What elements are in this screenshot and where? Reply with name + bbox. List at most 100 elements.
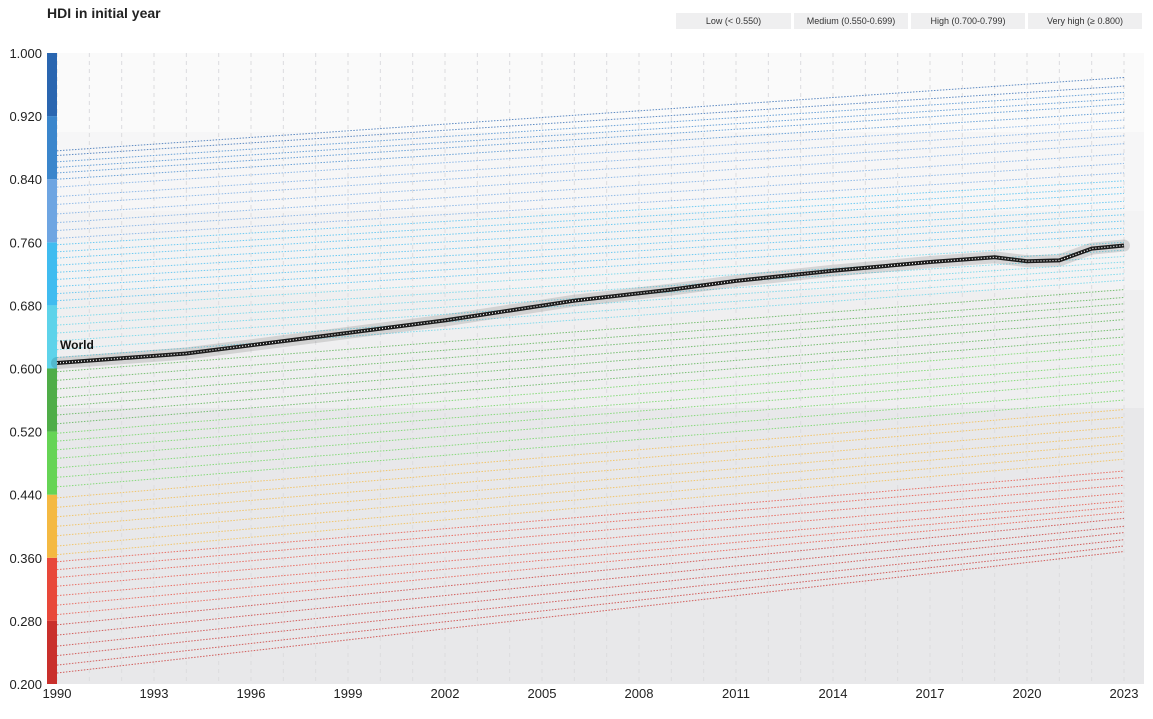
series-line bbox=[56, 241, 1125, 310]
x-tick-label: 2002 bbox=[431, 686, 460, 701]
legend: Low (< 0.550) Medium (0.550-0.699) High … bbox=[676, 13, 1142, 29]
series-line bbox=[56, 200, 1125, 266]
x-tick-label: 2011 bbox=[722, 686, 750, 701]
y-tick-label: 0.680 bbox=[9, 298, 42, 313]
legend-low[interactable]: Low (< 0.550) bbox=[676, 13, 791, 29]
series-line bbox=[56, 103, 1125, 174]
legend-very-high[interactable]: Very high (≥ 0.800) bbox=[1028, 13, 1142, 29]
x-tick-label: 1993 bbox=[140, 686, 169, 701]
background-band bbox=[57, 53, 1144, 132]
x-tick-label: 2020 bbox=[1013, 686, 1042, 701]
series-line bbox=[56, 545, 1125, 666]
series-line bbox=[56, 172, 1125, 239]
color-scale-segment bbox=[47, 620, 57, 684]
series-line bbox=[56, 353, 1125, 442]
series-line bbox=[56, 77, 1125, 152]
y-tick-label: 0.360 bbox=[9, 551, 42, 566]
series-line bbox=[56, 363, 1125, 451]
series-line bbox=[56, 267, 1125, 342]
world-label: World bbox=[60, 338, 94, 352]
color-scale-segment bbox=[47, 494, 57, 558]
series-line bbox=[56, 303, 1125, 390]
x-tick-label: 2023 bbox=[1110, 686, 1139, 701]
color-scale-segment bbox=[47, 53, 57, 117]
legend-high[interactable]: High (0.700-0.799) bbox=[911, 13, 1025, 29]
series-line bbox=[56, 273, 1125, 351]
y-tick-label: 0.920 bbox=[9, 109, 42, 124]
series-line bbox=[56, 192, 1125, 259]
background-band bbox=[57, 210, 1144, 290]
color-scale-segment bbox=[47, 242, 57, 306]
x-tick-label: 2005 bbox=[528, 686, 557, 701]
series-line bbox=[56, 435, 1125, 527]
series-line bbox=[56, 214, 1125, 280]
series-line bbox=[56, 532, 1125, 647]
y-tick-label: 0.280 bbox=[9, 614, 42, 629]
series-line bbox=[56, 143, 1125, 215]
series-line bbox=[56, 409, 1125, 499]
color-scale-segment bbox=[47, 116, 57, 180]
series-line bbox=[56, 399, 1125, 488]
series-line bbox=[56, 233, 1125, 302]
x-tick-label: 2008 bbox=[625, 686, 654, 701]
y-tick-label: 0.440 bbox=[9, 488, 42, 503]
color-scale-segment bbox=[47, 179, 57, 243]
x-tick-label: 1990 bbox=[43, 686, 72, 701]
series-line bbox=[56, 135, 1125, 205]
series-line bbox=[56, 186, 1125, 253]
background-band bbox=[57, 407, 1144, 684]
y-tick-label: 0.760 bbox=[9, 235, 42, 250]
series-line bbox=[56, 111, 1125, 180]
series-line bbox=[56, 470, 1125, 563]
series-line bbox=[56, 311, 1125, 399]
legend-medium[interactable]: Medium (0.550-0.699) bbox=[794, 13, 908, 29]
series-line bbox=[56, 279, 1125, 358]
series-line bbox=[56, 180, 1125, 246]
series-line bbox=[56, 416, 1125, 508]
world-line-dots bbox=[56, 244, 1125, 364]
series-line bbox=[56, 220, 1125, 287]
y-tick-label: 0.520 bbox=[9, 425, 42, 440]
series-line bbox=[56, 328, 1125, 416]
series-line bbox=[56, 289, 1125, 373]
series-line bbox=[56, 371, 1125, 459]
series-line bbox=[56, 319, 1125, 407]
y-tick-label: 0.200 bbox=[9, 677, 42, 692]
chart-title: HDI in initial year bbox=[47, 5, 161, 21]
background-band bbox=[57, 131, 1144, 211]
series-line bbox=[56, 379, 1125, 469]
series-line bbox=[56, 127, 1125, 198]
x-tick-label: 1996 bbox=[237, 686, 266, 701]
series-line bbox=[56, 119, 1125, 188]
y-tick-label: 0.600 bbox=[9, 362, 42, 377]
series-line bbox=[56, 249, 1125, 318]
series-line bbox=[56, 227, 1125, 295]
x-tick-label: 1999 bbox=[334, 686, 363, 701]
series-line bbox=[56, 442, 1125, 537]
series-line bbox=[56, 336, 1125, 425]
series-line bbox=[56, 162, 1125, 231]
series-line bbox=[56, 297, 1125, 381]
series-line bbox=[56, 426, 1125, 518]
series-line bbox=[56, 98, 1125, 168]
series-line bbox=[56, 153, 1125, 224]
y-tick-label: 0.840 bbox=[9, 172, 42, 187]
series-line bbox=[56, 476, 1125, 571]
series-line bbox=[56, 207, 1125, 273]
color-scale-segment bbox=[47, 557, 57, 621]
series-line bbox=[56, 484, 1125, 578]
series-line bbox=[56, 256, 1125, 326]
color-scale-segment bbox=[47, 368, 57, 432]
series-line bbox=[56, 551, 1125, 674]
x-tick-label: 2014 bbox=[819, 686, 848, 701]
x-tick-label: 2017 bbox=[916, 686, 945, 701]
series-line bbox=[56, 390, 1125, 478]
color-scale-segment bbox=[47, 305, 57, 369]
series-line bbox=[56, 85, 1125, 156]
color-scale-segment bbox=[47, 431, 57, 495]
y-tick-label: 1.000 bbox=[9, 46, 42, 61]
series-line bbox=[56, 91, 1125, 163]
series-line bbox=[56, 539, 1125, 657]
